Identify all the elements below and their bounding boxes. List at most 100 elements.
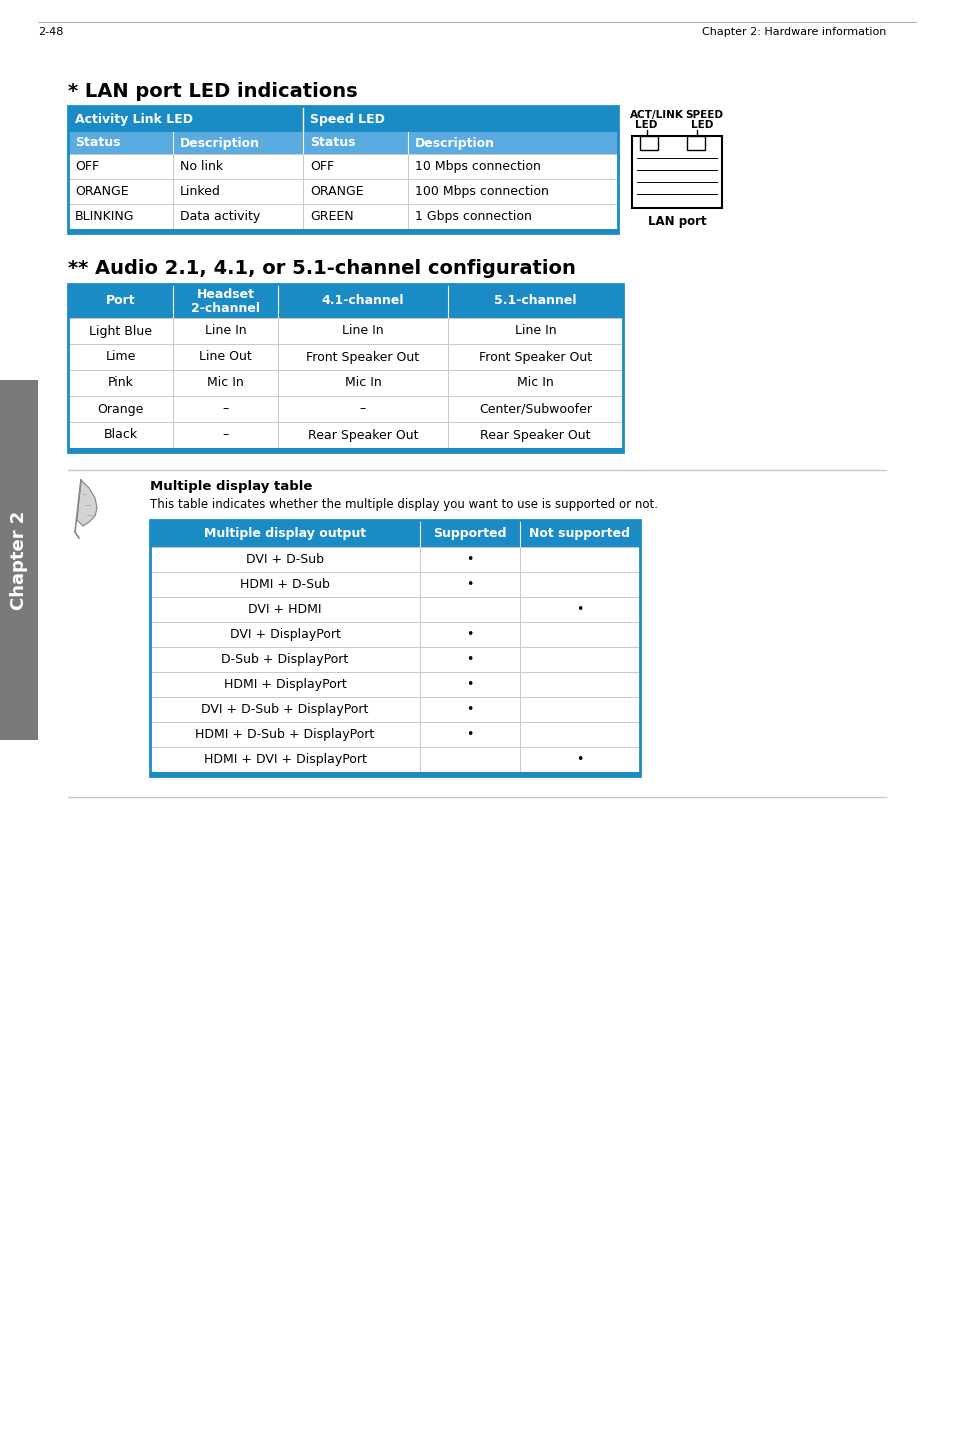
Text: Status: Status	[75, 137, 120, 150]
Bar	[631, 137, 721, 209]
Text: Rear Speaker Out: Rear Speaker Out	[308, 429, 417, 441]
Text: –: –	[222, 429, 229, 441]
Text: BLINKING: BLINKING	[75, 210, 134, 223]
Polygon shape	[77, 480, 97, 526]
Bar	[150, 546, 639, 572]
Text: HDMI + D-Sub + DisplayPort: HDMI + D-Sub + DisplayPort	[195, 728, 375, 741]
Bar	[68, 449, 622, 452]
Text: Lime: Lime	[105, 351, 135, 364]
Bar	[150, 623, 639, 647]
Text: OFF: OFF	[310, 160, 334, 173]
Bar	[150, 521, 639, 546]
Text: DVI + D-Sub + DisplayPort: DVI + D-Sub + DisplayPort	[201, 703, 368, 716]
Text: DVI + DisplayPort: DVI + DisplayPort	[230, 628, 340, 641]
Text: Activity Link LED: Activity Link LED	[75, 112, 193, 125]
Text: 4.1-channel: 4.1-channel	[321, 295, 404, 308]
Bar	[68, 106, 618, 132]
Text: ACT/LINK: ACT/LINK	[629, 109, 683, 119]
Text: Line In: Line In	[515, 325, 556, 338]
Text: Speed LED: Speed LED	[310, 112, 384, 125]
Text: Line In: Line In	[342, 325, 383, 338]
Text: Headset: Headset	[196, 288, 254, 301]
Text: Center/Subwoofer: Center/Subwoofer	[478, 403, 592, 416]
Text: * LAN port LED indications: * LAN port LED indications	[68, 82, 357, 101]
Text: 100 Mbps connection: 100 Mbps connection	[415, 186, 548, 198]
Text: LAN port: LAN port	[647, 216, 705, 229]
Bar	[68, 178, 618, 204]
Text: HDMI + DVI + DisplayPort: HDMI + DVI + DisplayPort	[203, 754, 366, 766]
Text: SPEED: SPEED	[684, 109, 722, 119]
Bar	[150, 697, 639, 722]
Text: Multiple display table: Multiple display table	[150, 480, 312, 493]
Bar	[68, 204, 618, 229]
Text: Mic In: Mic In	[207, 377, 244, 390]
Text: Front Speaker Out: Front Speaker Out	[306, 351, 419, 364]
Text: •: •	[576, 754, 583, 766]
Text: Orange: Orange	[97, 403, 144, 416]
Bar	[150, 746, 639, 772]
Text: Status: Status	[310, 137, 355, 150]
Bar	[68, 154, 618, 178]
Text: •: •	[466, 677, 474, 692]
Text: Front Speaker Out: Front Speaker Out	[478, 351, 592, 364]
Bar	[150, 722, 639, 746]
Text: 10 Mbps connection: 10 Mbps connection	[415, 160, 540, 173]
Bar	[639, 137, 658, 150]
Bar	[150, 647, 639, 672]
Text: •: •	[466, 703, 474, 716]
Text: ORANGE: ORANGE	[310, 186, 363, 198]
Text: GREEN: GREEN	[310, 210, 354, 223]
Text: Line Out: Line Out	[199, 351, 252, 364]
Text: OFF: OFF	[75, 160, 99, 173]
Text: D-Sub + DisplayPort: D-Sub + DisplayPort	[221, 653, 348, 666]
Bar	[150, 772, 639, 777]
Bar	[68, 106, 618, 233]
Bar	[68, 395, 622, 421]
Text: Description: Description	[180, 137, 260, 150]
Text: Light Blue: Light Blue	[89, 325, 152, 338]
Text: DVI + D-Sub: DVI + D-Sub	[246, 554, 324, 567]
Text: •: •	[466, 628, 474, 641]
Bar	[150, 572, 639, 597]
Text: Black: Black	[103, 429, 137, 441]
Text: –: –	[359, 403, 366, 416]
Bar	[68, 421, 622, 449]
Text: •: •	[466, 653, 474, 666]
Text: Line In: Line In	[205, 325, 246, 338]
Bar	[68, 229, 618, 233]
Text: Mic In: Mic In	[344, 377, 381, 390]
Text: LED: LED	[690, 119, 713, 129]
Text: ** Audio 2.1, 4.1, or 5.1-channel configuration: ** Audio 2.1, 4.1, or 5.1-channel config…	[68, 259, 576, 278]
Bar	[150, 672, 639, 697]
Text: Not supported: Not supported	[529, 526, 630, 541]
Text: Multiple display output: Multiple display output	[204, 526, 366, 541]
Text: ORANGE: ORANGE	[75, 186, 129, 198]
Text: Supported: Supported	[433, 526, 506, 541]
Text: Chapter 2: Chapter 2	[10, 510, 28, 610]
Text: Chapter 2: Hardware information: Chapter 2: Hardware information	[700, 27, 885, 37]
Text: Pink: Pink	[108, 377, 133, 390]
Text: This table indicates whether the multiple display you want to use is supported o: This table indicates whether the multipl…	[150, 498, 658, 510]
Text: 2-channel: 2-channel	[191, 302, 260, 315]
Bar	[68, 283, 622, 452]
Text: 5.1-channel: 5.1-channel	[494, 295, 577, 308]
Text: Mic In: Mic In	[517, 377, 554, 390]
Text: Rear Speaker Out: Rear Speaker Out	[479, 429, 590, 441]
Bar	[68, 344, 622, 370]
Text: •: •	[466, 554, 474, 567]
Text: Port: Port	[106, 295, 135, 308]
Text: LED: LED	[635, 119, 657, 129]
Text: Description: Description	[415, 137, 495, 150]
Text: HDMI + D-Sub: HDMI + D-Sub	[240, 578, 330, 591]
Bar	[150, 521, 639, 777]
Bar	[68, 132, 618, 154]
Bar	[68, 370, 622, 395]
Bar	[68, 318, 622, 344]
Text: 1 Gbps connection: 1 Gbps connection	[415, 210, 532, 223]
Text: HDMI + DisplayPort: HDMI + DisplayPort	[223, 677, 346, 692]
Bar	[686, 137, 704, 150]
Bar	[68, 283, 622, 318]
Text: Data activity: Data activity	[180, 210, 260, 223]
Bar	[0, 380, 38, 741]
Bar	[150, 597, 639, 623]
